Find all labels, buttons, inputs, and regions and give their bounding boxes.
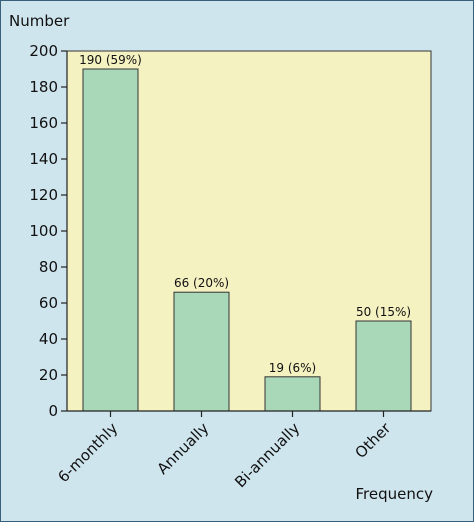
y-tick-label: 180 <box>29 78 58 96</box>
y-tick-label: 80 <box>39 258 58 276</box>
bars-group: 190 (59%) 66 (20%) 19 (6%) 50 (15%) <box>79 53 412 412</box>
x-tick-label: 6-monthly <box>54 419 121 486</box>
bar-bi-annually <box>264 376 321 412</box>
y-tick-label: 160 <box>29 114 58 132</box>
x-axis-title: Frequency <box>356 485 434 503</box>
y-tick-label: 100 <box>29 222 58 240</box>
bar-data-label: 50 (15%) <box>356 305 411 319</box>
y-tick-label: 120 <box>29 186 58 204</box>
bar-other <box>355 320 412 412</box>
x-tick-label: Other <box>351 419 394 462</box>
y-tick-label: 60 <box>39 294 58 312</box>
y-tick-label: 200 <box>29 42 58 60</box>
bar-data-label: 19 (6%) <box>269 361 316 375</box>
bar-data-label: 66 (20%) <box>174 276 229 290</box>
bar-6-monthly <box>82 68 139 412</box>
y-tick-label: 0 <box>48 402 58 420</box>
y-axis: 0 20 40 60 80 100 120 140 160 180 200 <box>29 42 68 420</box>
y-tick-label: 40 <box>39 330 58 348</box>
x-tick-label: Annually <box>154 419 213 478</box>
bar-data-label: 190 (59%) <box>79 53 142 67</box>
y-tick-label: 140 <box>29 150 58 168</box>
x-tick-label: Bi-annually <box>231 419 303 491</box>
bar-annually <box>173 291 230 412</box>
x-axis: 6-monthly Annually Bi-annually Other <box>54 410 431 491</box>
y-axis-title: Number <box>9 12 70 30</box>
y-tick-label: 20 <box>39 366 58 384</box>
